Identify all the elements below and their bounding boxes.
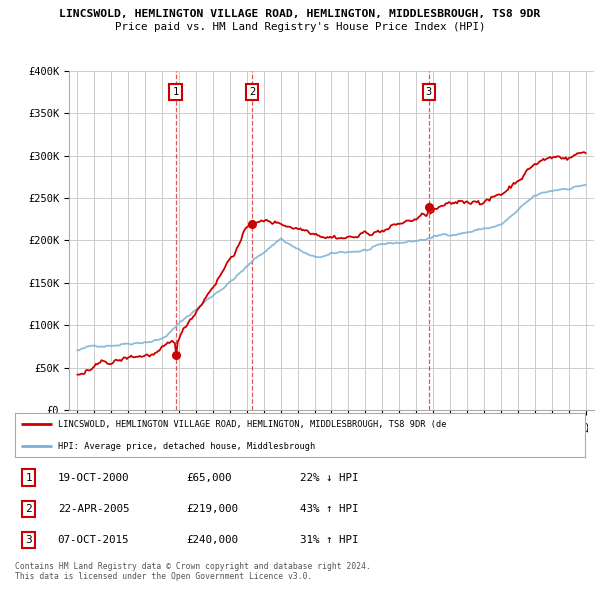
Text: 43% ↑ HPI: 43% ↑ HPI <box>300 504 359 514</box>
Text: 1: 1 <box>25 473 32 483</box>
Text: LINCSWOLD, HEMLINGTON VILLAGE ROAD, HEMLINGTON, MIDDLESBROUGH, TS8 9DR (de: LINCSWOLD, HEMLINGTON VILLAGE ROAD, HEML… <box>58 419 446 428</box>
Text: £240,000: £240,000 <box>186 535 238 545</box>
Text: Price paid vs. HM Land Registry's House Price Index (HPI): Price paid vs. HM Land Registry's House … <box>115 22 485 32</box>
Text: £219,000: £219,000 <box>186 504 238 514</box>
Text: Contains HM Land Registry data © Crown copyright and database right 2024.: Contains HM Land Registry data © Crown c… <box>15 562 371 571</box>
Text: LINCSWOLD, HEMLINGTON VILLAGE ROAD, HEMLINGTON, MIDDLESBROUGH, TS8 9DR: LINCSWOLD, HEMLINGTON VILLAGE ROAD, HEML… <box>59 9 541 19</box>
Text: 31% ↑ HPI: 31% ↑ HPI <box>300 535 359 545</box>
Text: 2: 2 <box>25 504 32 514</box>
Text: 3: 3 <box>25 535 32 545</box>
Text: 07-OCT-2015: 07-OCT-2015 <box>58 535 129 545</box>
Text: 3: 3 <box>426 87 432 97</box>
Text: 22-APR-2005: 22-APR-2005 <box>58 504 129 514</box>
Text: 22% ↓ HPI: 22% ↓ HPI <box>300 473 359 483</box>
Text: 19-OCT-2000: 19-OCT-2000 <box>58 473 129 483</box>
Text: £65,000: £65,000 <box>186 473 232 483</box>
Text: 1: 1 <box>173 87 179 97</box>
Text: This data is licensed under the Open Government Licence v3.0.: This data is licensed under the Open Gov… <box>15 572 313 581</box>
Text: HPI: Average price, detached house, Middlesbrough: HPI: Average price, detached house, Midd… <box>58 442 315 451</box>
Text: 2: 2 <box>249 87 255 97</box>
